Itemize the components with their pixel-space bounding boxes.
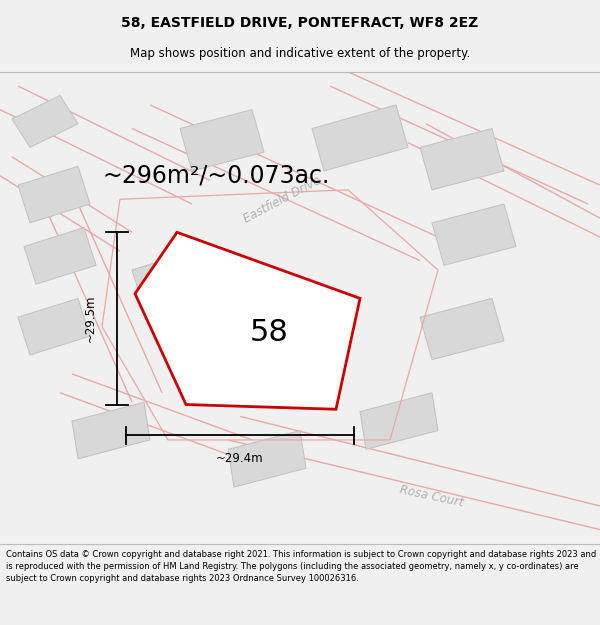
Polygon shape [312,105,408,171]
Polygon shape [24,228,96,284]
Polygon shape [18,166,90,223]
Polygon shape [135,232,360,409]
Polygon shape [132,251,204,308]
Polygon shape [72,402,150,459]
Polygon shape [420,129,504,190]
Polygon shape [180,109,264,171]
Polygon shape [228,431,306,487]
Text: 58, EASTFIELD DRIVE, PONTEFRACT, WF8 2EZ: 58, EASTFIELD DRIVE, PONTEFRACT, WF8 2EZ [121,16,479,30]
Text: 58: 58 [250,318,288,347]
Polygon shape [420,298,504,360]
Polygon shape [360,392,438,449]
Polygon shape [12,96,78,148]
Text: Rosa Court: Rosa Court [399,484,465,509]
Text: ~29.4m: ~29.4m [216,452,264,465]
Text: ~29.5m: ~29.5m [83,294,97,342]
Polygon shape [432,204,516,266]
Text: Contains OS data © Crown copyright and database right 2021. This information is : Contains OS data © Crown copyright and d… [6,550,596,582]
Polygon shape [18,298,90,355]
Text: ~296m²/~0.073ac.: ~296m²/~0.073ac. [103,164,329,188]
Text: Map shows position and indicative extent of the property.: Map shows position and indicative extent… [130,47,470,60]
Text: Eastfield Drive: Eastfield Drive [241,173,323,225]
